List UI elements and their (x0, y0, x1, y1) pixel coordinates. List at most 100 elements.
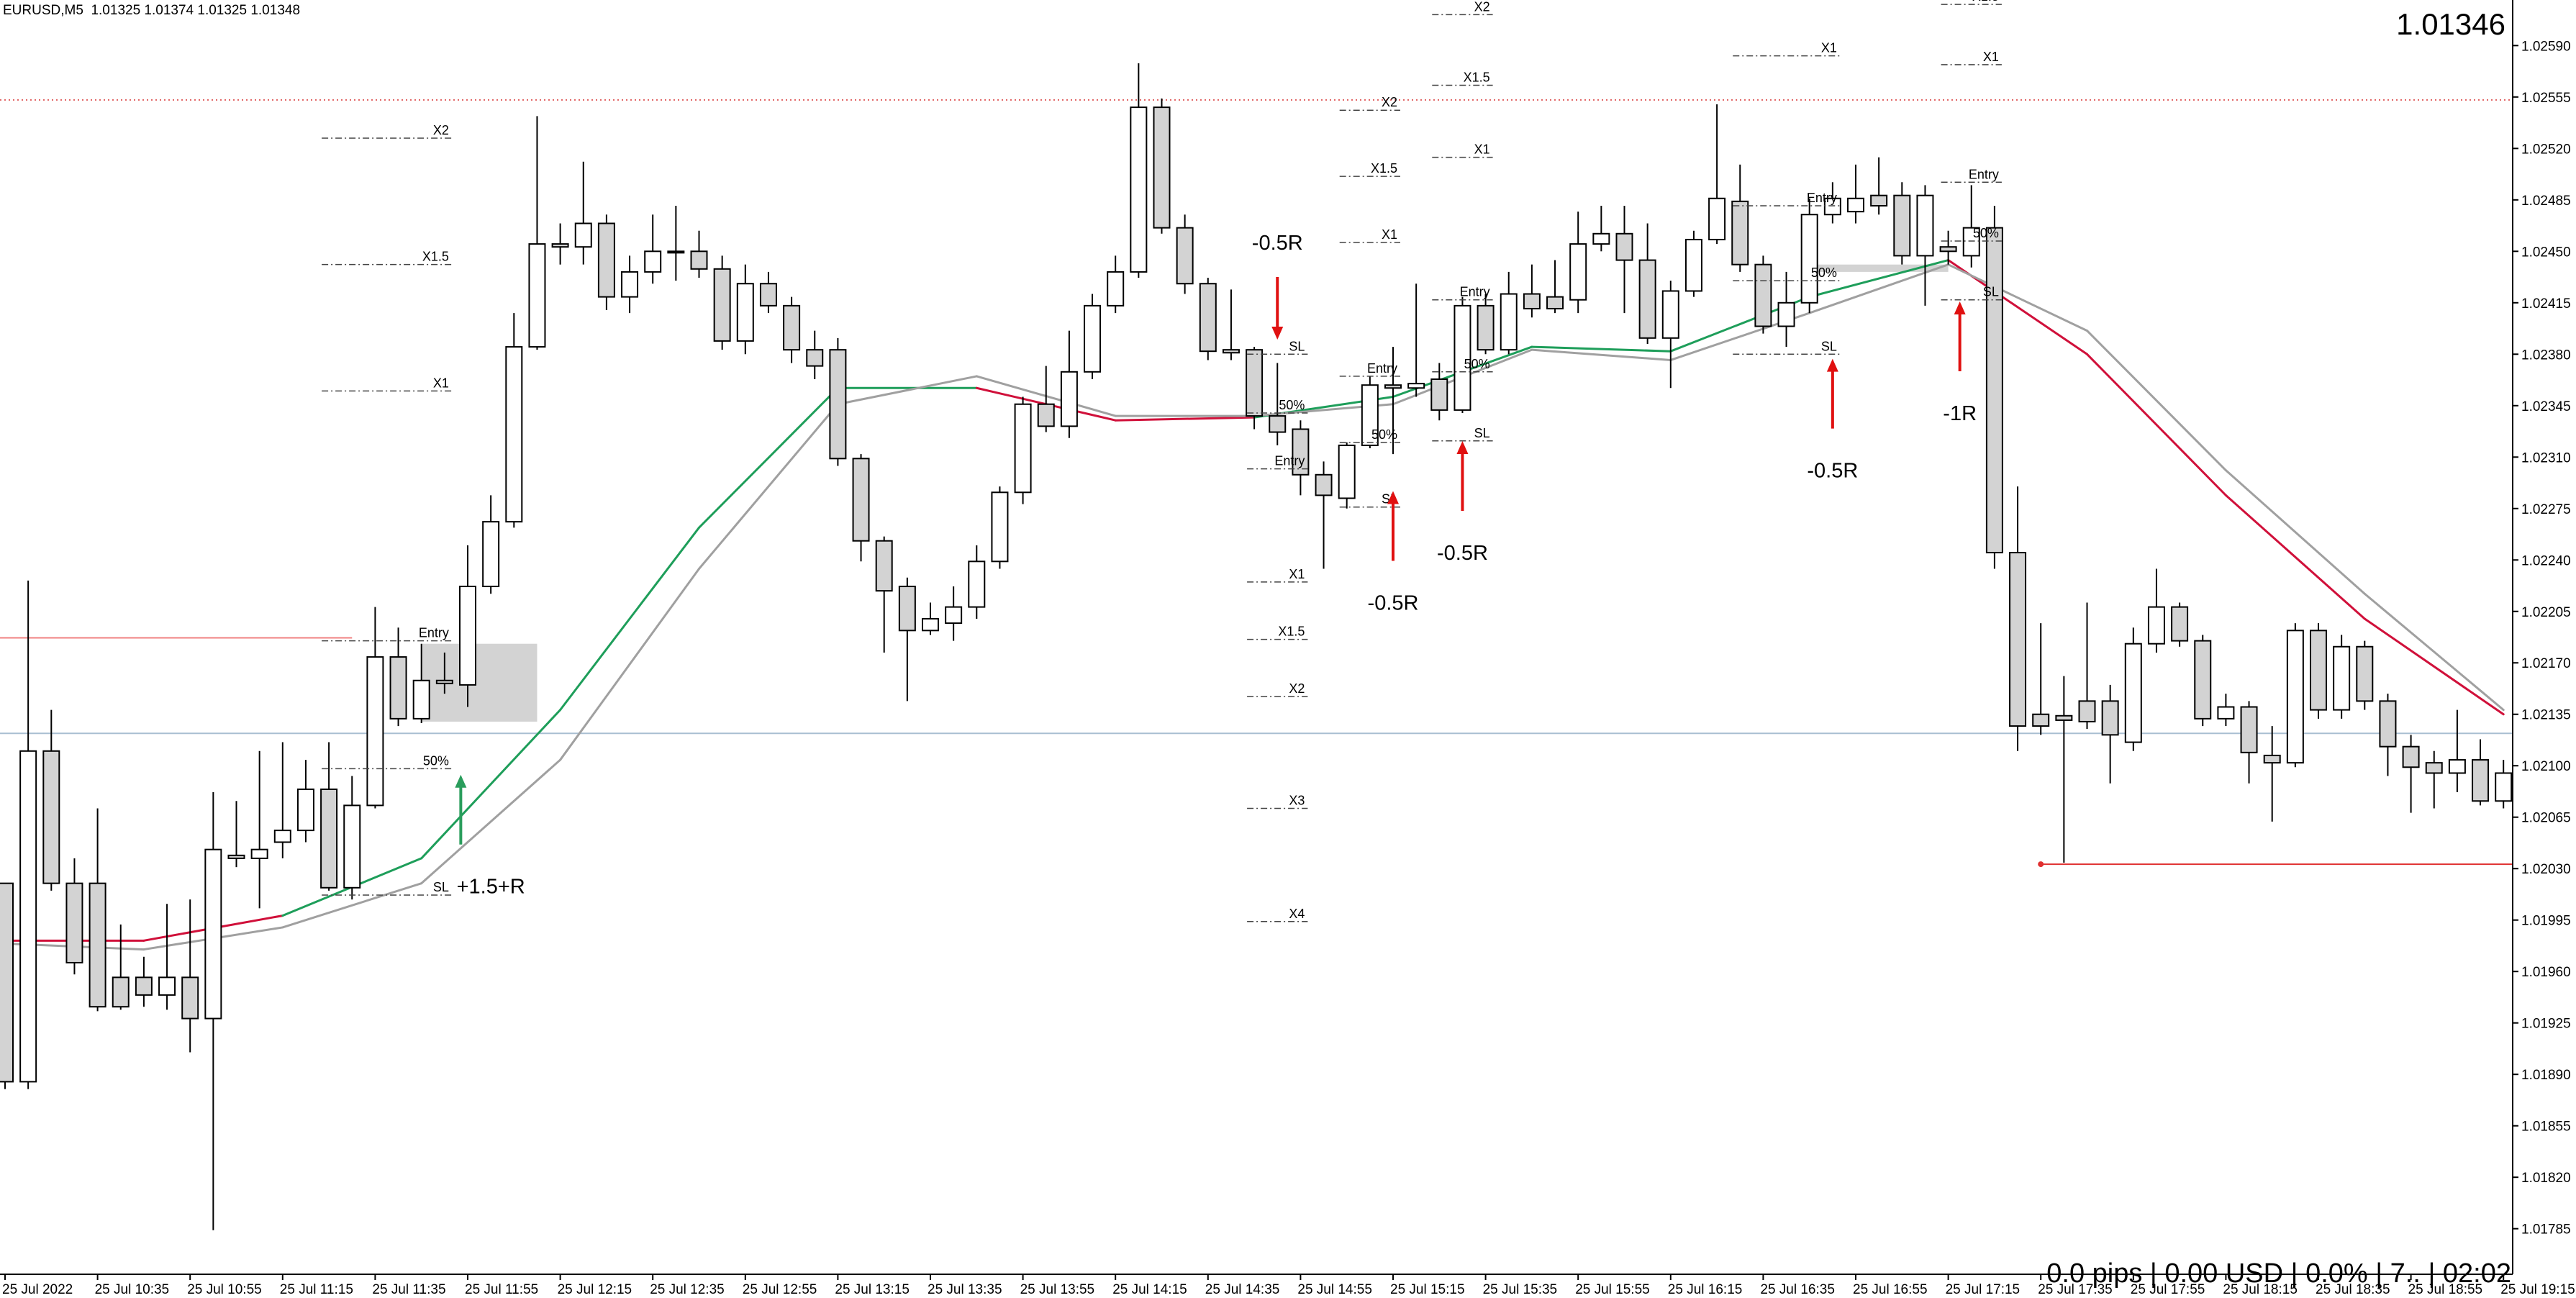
y-tick-label: 1.02100 (2521, 759, 2571, 774)
y-tick-label: 1.02520 (2521, 142, 2571, 157)
moving-average (698, 403, 839, 571)
candle-body (2333, 645, 2351, 711)
candle-body (389, 656, 407, 720)
candle-body (505, 346, 523, 523)
trade-level-label: X2 (1289, 681, 1305, 696)
y-tick-label: 1.02065 (2521, 811, 2571, 826)
y-tick-label: 1.02205 (2521, 605, 2571, 620)
trade-level-label: X1 (1474, 142, 1490, 157)
candle-body (2263, 754, 2281, 764)
zone (1809, 264, 1949, 272)
moving-average (1530, 348, 1672, 361)
trade-arrow-head (455, 774, 467, 788)
candle-body (1939, 246, 1957, 253)
candle-body (1985, 227, 2003, 554)
candle-body (574, 222, 592, 248)
candle-body (1014, 403, 1032, 494)
trade-level-label: 50% (1464, 357, 1490, 371)
candle-body (759, 283, 777, 307)
y-tick-label: 1.02590 (2521, 39, 2571, 54)
y-tick-label: 1.02170 (2521, 656, 2571, 671)
candle-body (2032, 713, 2050, 727)
candle-body (1916, 194, 1934, 257)
trade-level-label: SL (433, 880, 449, 894)
current-price: 1.01346 (2396, 7, 2505, 41)
trade-level-label: X1 (1983, 50, 1999, 64)
candle-body (1962, 227, 1980, 257)
trade-result: -1R (1943, 402, 1977, 425)
candle-body (1453, 304, 1471, 411)
trade-level-label: SL (1983, 285, 1999, 299)
candle-body (366, 656, 384, 807)
candle-body (2425, 762, 2443, 774)
candle-body (2055, 714, 2073, 721)
trade-level-label: X4 (1289, 907, 1305, 921)
moving-average (698, 386, 839, 529)
candle-body (783, 304, 801, 351)
candle-body (412, 679, 430, 720)
x-tick-label: 25 Jul 18:15 (2223, 1282, 2298, 1297)
candle-body (1592, 232, 1610, 245)
trade-level-label: Entry (1367, 361, 1397, 376)
moving-average (2224, 494, 2366, 620)
candle-body (1708, 197, 1726, 240)
x-tick-label: 25 Jul 15:15 (1390, 1282, 1465, 1297)
candle-body (1731, 200, 1749, 266)
trade-arrow-head (1387, 491, 1399, 504)
candle-body (644, 250, 662, 273)
trade-level-label: 50% (1279, 398, 1305, 412)
candle-body (713, 268, 731, 342)
candle-body (2217, 706, 2235, 720)
candle-body (42, 750, 60, 884)
moving-average (2086, 353, 2227, 496)
candle-body (922, 617, 939, 632)
candle-body (1569, 243, 1587, 301)
trade-level-label: Entry (1460, 285, 1490, 299)
candle-body (1246, 349, 1264, 417)
candle-body (1338, 444, 1356, 499)
candle-body (1361, 384, 1379, 446)
candle-body (1754, 263, 1772, 327)
x-tick-label: 25 Jul 17:55 (2131, 1282, 2205, 1297)
trade-level-label: SL (1474, 426, 1490, 440)
header: EURUSD,M5 1.01325 1.01374 1.01325 1.0134… (3, 3, 300, 18)
x-tick-label: 25 Jul 13:15 (835, 1282, 910, 1297)
x-tick-label: 25 Jul 13:35 (928, 1282, 1002, 1297)
moving-average (2363, 617, 2505, 716)
candle-body (528, 243, 546, 348)
trade-result: -0.5R (1368, 591, 1419, 614)
x-tick-label: 25 Jul 10:55 (187, 1282, 262, 1297)
y-tick-label: 1.02240 (2521, 553, 2571, 568)
candle-body (1176, 227, 1194, 285)
candle-body (991, 491, 1009, 563)
candle-body (296, 788, 314, 832)
x-tick-label: 25 Jul 2022 (2, 1282, 73, 1297)
x-tick-label: 25 Jul 11:55 (465, 1282, 538, 1297)
moving-average (1114, 416, 1256, 422)
candle-body (1315, 473, 1333, 496)
moving-average (1947, 263, 2088, 332)
x-tick-label: 25 Jul 18:35 (2316, 1282, 2390, 1297)
candle-body (459, 586, 476, 686)
candle-body (597, 222, 615, 298)
candle-body (1684, 238, 1702, 292)
y-tick-label: 1.02485 (2521, 194, 2571, 209)
x-tick-label: 25 Jul 14:35 (1205, 1282, 1280, 1297)
trade-arrow-head (1456, 441, 1469, 455)
y-tick-label: 1.01995 (2521, 914, 2571, 929)
trade-level-label: X1.5 (1371, 161, 1397, 176)
trade-level-label: X1.5 (422, 250, 449, 264)
x-tick-label: 25 Jul 14:15 (1112, 1282, 1187, 1297)
trade-arrow-head (1826, 358, 1838, 372)
trade-level-label: X1 (1289, 567, 1305, 581)
candle-body (621, 271, 639, 298)
candle-body (2402, 745, 2420, 768)
candle-body (1060, 371, 1078, 427)
y-tick-label: 1.02135 (2521, 708, 2571, 723)
trade-result: +1.5+R (457, 876, 525, 899)
candle-body (1847, 197, 1864, 213)
y-tick-label: 1.01785 (2521, 1222, 2571, 1238)
